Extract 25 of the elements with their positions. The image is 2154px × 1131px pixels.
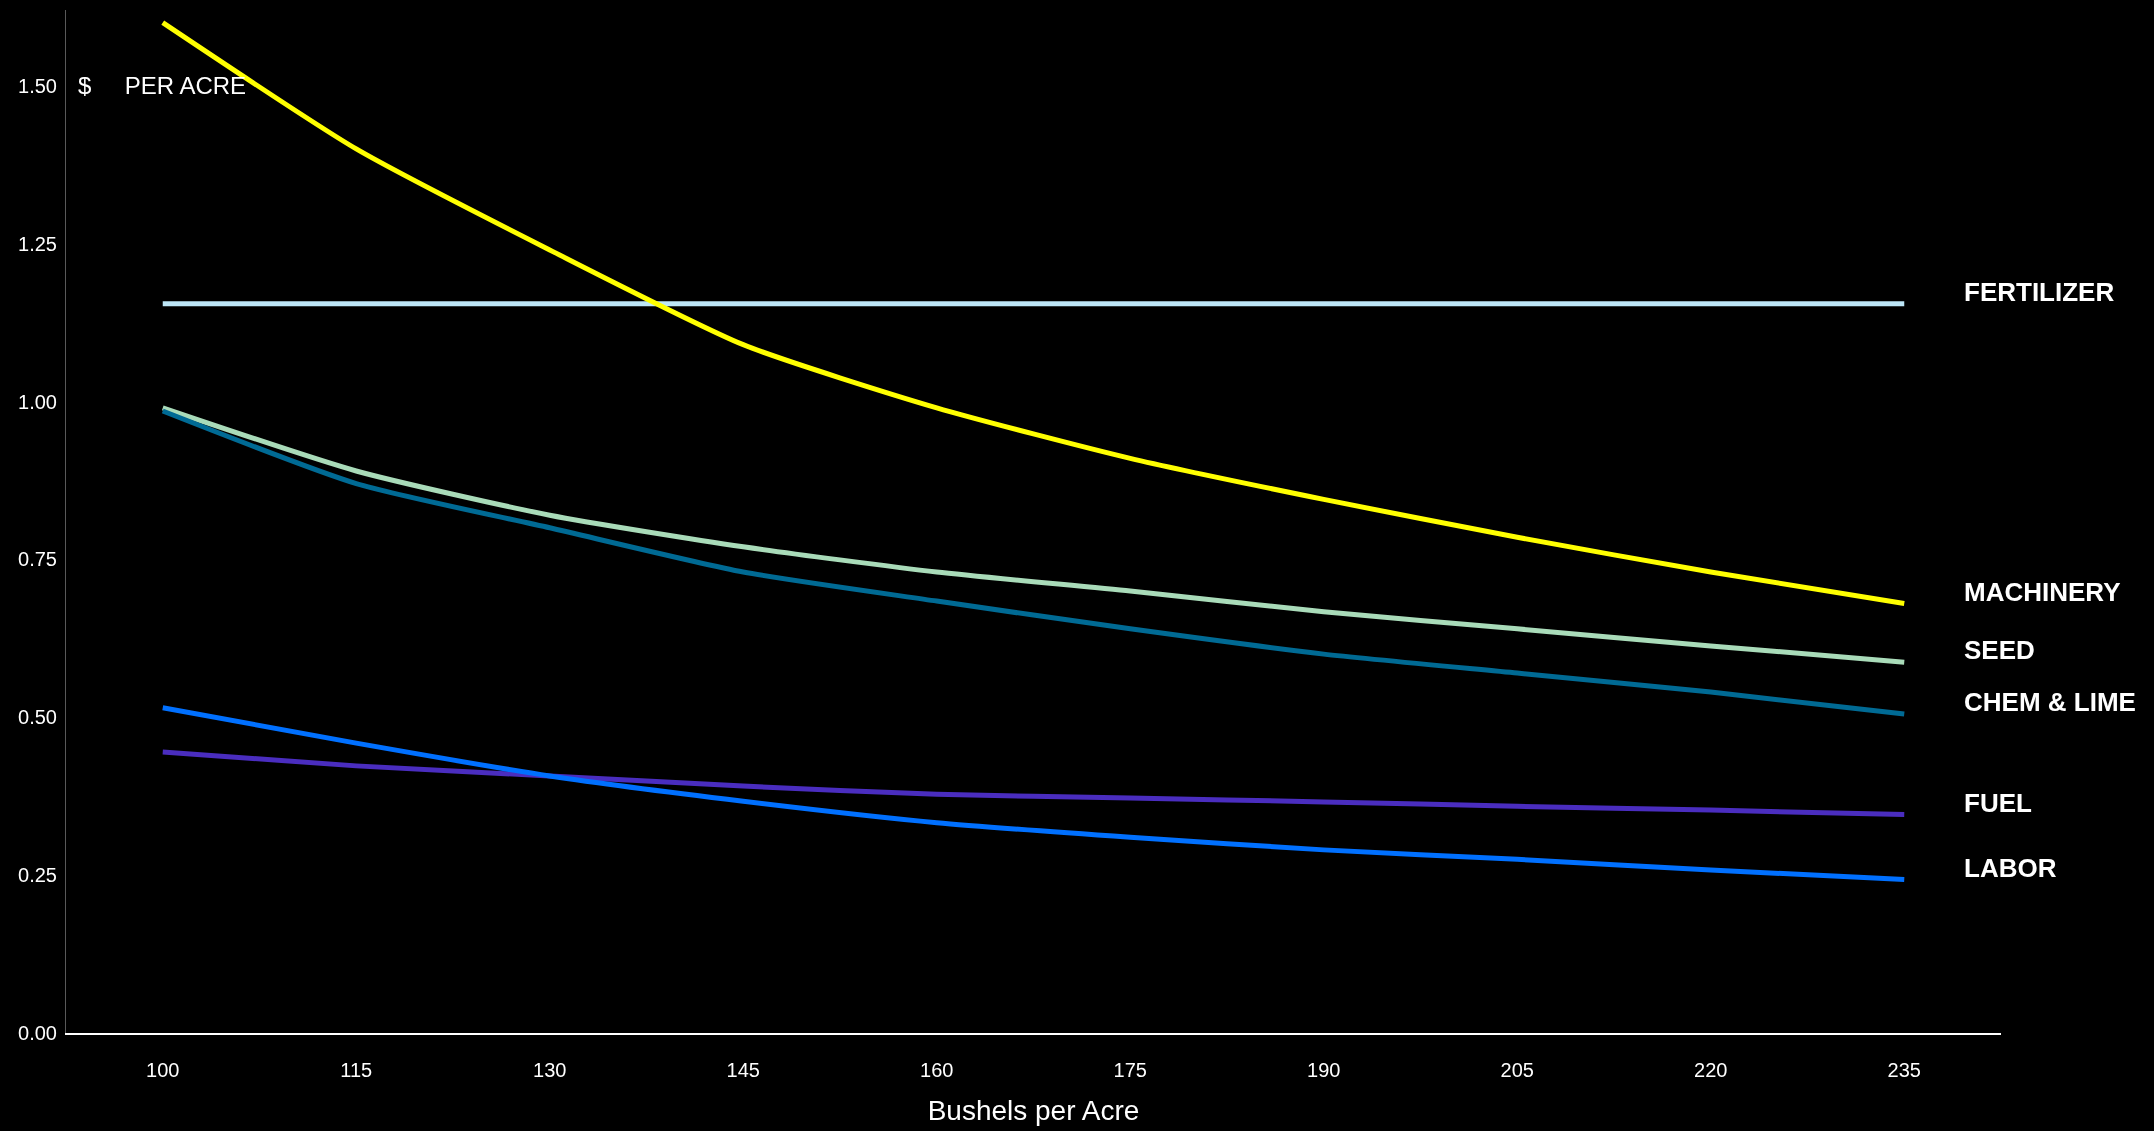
y-tick-label: 0.25 [18, 864, 57, 887]
x-tick-label: 235 [1887, 1059, 1921, 1081]
y-axis-title: $ PER ACRE [78, 72, 247, 99]
y-tick-label: 0.50 [18, 706, 57, 729]
x-tick-label: 115 [340, 1059, 373, 1081]
text: CHEM & LIME [1964, 687, 2136, 717]
x-tick-label: 160 [920, 1059, 954, 1081]
y-tick-label: 1.00 [18, 390, 57, 413]
x-tick-label: 205 [1500, 1059, 1534, 1081]
text: LABOR [1964, 853, 2057, 883]
x-tick-label: 190 [1307, 1059, 1341, 1081]
y-tick-label: 1.25 [18, 232, 57, 255]
text: FERTILIZER [1964, 277, 2115, 307]
y-tick-label: 0.00 [18, 1022, 57, 1044]
x-tick-label: 175 [1113, 1059, 1147, 1081]
x-tick-label: 220 [1694, 1059, 1728, 1081]
y-tick-label: 1.50 [18, 74, 57, 97]
text: MACHINERY [1964, 577, 2121, 607]
x-tick-label: 130 [533, 1059, 567, 1081]
x-tick-label: 145 [726, 1059, 760, 1081]
y-tick-label: 0.75 [18, 548, 57, 571]
text: SEED [1964, 635, 2035, 665]
x-axis-title: Bushels per Acre [927, 1094, 1140, 1126]
x-tick-label: 100 [146, 1059, 180, 1081]
text: FUEL [1964, 788, 2032, 818]
